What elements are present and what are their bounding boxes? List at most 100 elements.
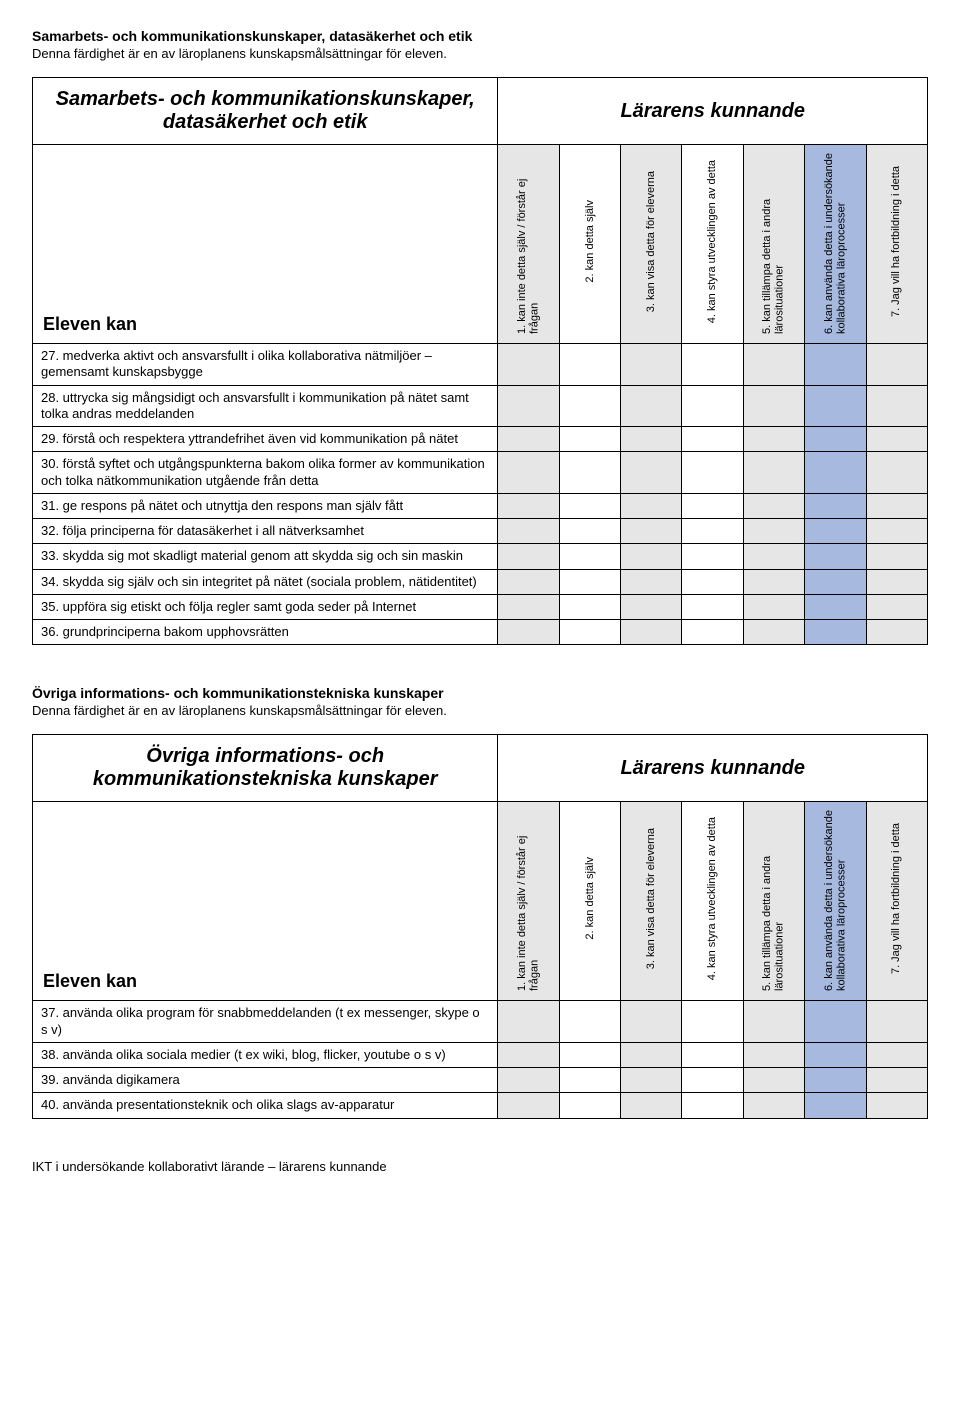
rating-cell[interactable] xyxy=(498,385,559,427)
rating-cell[interactable] xyxy=(805,1001,866,1043)
rating-cell[interactable] xyxy=(498,519,559,544)
rating-cell[interactable] xyxy=(682,1001,743,1043)
rating-cell[interactable] xyxy=(805,452,866,494)
rating-cell[interactable] xyxy=(682,493,743,518)
rating-cell[interactable] xyxy=(743,1068,804,1093)
rating-cell[interactable] xyxy=(621,544,682,569)
rating-cell[interactable] xyxy=(805,1042,866,1067)
rating-cell[interactable] xyxy=(743,385,804,427)
rating-cell[interactable] xyxy=(621,1093,682,1118)
rating-cell[interactable] xyxy=(805,427,866,452)
rating-cell[interactable] xyxy=(682,1093,743,1118)
rating-cell[interactable] xyxy=(498,344,559,386)
rating-cell[interactable] xyxy=(682,1068,743,1093)
rating-cell[interactable] xyxy=(559,1001,620,1043)
rating-cell[interactable] xyxy=(743,594,804,619)
rating-cell[interactable] xyxy=(498,427,559,452)
rating-cell[interactable] xyxy=(866,519,927,544)
rating-cell[interactable] xyxy=(559,493,620,518)
rating-cell[interactable] xyxy=(498,493,559,518)
rating-cell[interactable] xyxy=(805,620,866,645)
rating-cell[interactable] xyxy=(805,344,866,386)
rating-cell[interactable] xyxy=(682,569,743,594)
rating-cell[interactable] xyxy=(621,1068,682,1093)
rating-cell[interactable] xyxy=(559,385,620,427)
rating-cell[interactable] xyxy=(743,1042,804,1067)
rating-cell[interactable] xyxy=(498,452,559,494)
rating-cell[interactable] xyxy=(559,344,620,386)
rating-cell[interactable] xyxy=(805,569,866,594)
rating-cell[interactable] xyxy=(559,1093,620,1118)
rating-cell[interactable] xyxy=(559,1042,620,1067)
rating-cell[interactable] xyxy=(621,493,682,518)
rating-cell[interactable] xyxy=(743,569,804,594)
rating-cell[interactable] xyxy=(559,594,620,619)
rating-cell[interactable] xyxy=(743,519,804,544)
rating-cell[interactable] xyxy=(621,594,682,619)
rating-cell[interactable] xyxy=(498,594,559,619)
rating-cell[interactable] xyxy=(866,620,927,645)
rating-cell[interactable] xyxy=(559,427,620,452)
rating-cell[interactable] xyxy=(866,452,927,494)
rating-cell[interactable] xyxy=(805,594,866,619)
rating-cell[interactable] xyxy=(621,519,682,544)
rating-cell[interactable] xyxy=(682,385,743,427)
rating-cell[interactable] xyxy=(743,1093,804,1118)
rating-cell[interactable] xyxy=(743,493,804,518)
rating-cell[interactable] xyxy=(559,1068,620,1093)
rating-cell[interactable] xyxy=(866,1068,927,1093)
rating-cell[interactable] xyxy=(498,1042,559,1067)
rating-cell[interactable] xyxy=(682,519,743,544)
rating-cell[interactable] xyxy=(866,1042,927,1067)
rating-cell[interactable] xyxy=(743,427,804,452)
rating-cell[interactable] xyxy=(682,452,743,494)
rating-cell[interactable] xyxy=(682,594,743,619)
rating-cell[interactable] xyxy=(682,1042,743,1067)
rating-cell[interactable] xyxy=(621,452,682,494)
rating-cell[interactable] xyxy=(743,452,804,494)
rating-cell[interactable] xyxy=(743,344,804,386)
rating-cell[interactable] xyxy=(866,544,927,569)
rating-cell[interactable] xyxy=(498,544,559,569)
rating-cell[interactable] xyxy=(805,493,866,518)
rating-cell[interactable] xyxy=(866,1093,927,1118)
rating-cell[interactable] xyxy=(866,1001,927,1043)
rating-cell[interactable] xyxy=(621,1042,682,1067)
rating-cell[interactable] xyxy=(743,620,804,645)
rating-cell[interactable] xyxy=(559,569,620,594)
rating-cell[interactable] xyxy=(743,544,804,569)
rating-cell[interactable] xyxy=(498,569,559,594)
rating-cell[interactable] xyxy=(621,385,682,427)
rating-cell[interactable] xyxy=(805,1093,866,1118)
rating-cell[interactable] xyxy=(866,344,927,386)
rating-cell[interactable] xyxy=(682,620,743,645)
rating-cell[interactable] xyxy=(682,427,743,452)
rating-cell[interactable] xyxy=(621,427,682,452)
rating-cell[interactable] xyxy=(559,620,620,645)
rating-cell[interactable] xyxy=(805,385,866,427)
rating-cell[interactable] xyxy=(866,385,927,427)
rating-cell[interactable] xyxy=(498,620,559,645)
rating-cell[interactable] xyxy=(866,493,927,518)
rating-cell[interactable] xyxy=(682,344,743,386)
rating-cell[interactable] xyxy=(805,544,866,569)
rating-cell[interactable] xyxy=(866,594,927,619)
rating-cell[interactable] xyxy=(559,519,620,544)
rating-cell[interactable] xyxy=(498,1068,559,1093)
rating-cell[interactable] xyxy=(866,427,927,452)
rating-cell[interactable] xyxy=(559,452,620,494)
rating-cell[interactable] xyxy=(805,519,866,544)
footer-text: IKT i undersökande kollaborativt lärande… xyxy=(32,1159,928,1174)
rating-cell[interactable] xyxy=(805,1068,866,1093)
rating-cell[interactable] xyxy=(866,569,927,594)
rating-cell[interactable] xyxy=(559,544,620,569)
rating-cell[interactable] xyxy=(743,1001,804,1043)
rating-cell[interactable] xyxy=(498,1093,559,1118)
rating-cell[interactable] xyxy=(621,569,682,594)
col-header-text: 4. kan styra utvecklingen av detta xyxy=(706,160,719,323)
rating-cell[interactable] xyxy=(621,620,682,645)
rating-cell[interactable] xyxy=(621,1001,682,1043)
rating-cell[interactable] xyxy=(498,1001,559,1043)
rating-cell[interactable] xyxy=(682,544,743,569)
rating-cell[interactable] xyxy=(621,344,682,386)
